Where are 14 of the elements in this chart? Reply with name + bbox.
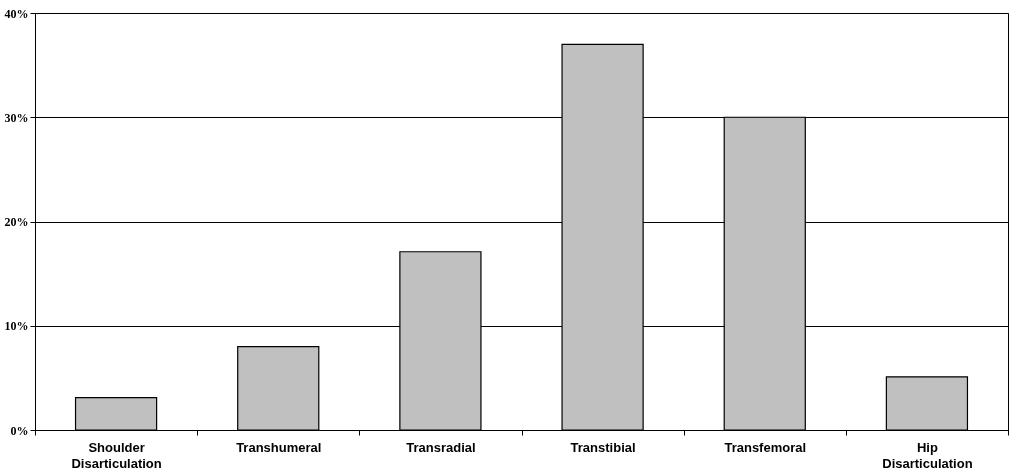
x-tick-label: Transfemoral (724, 439, 807, 455)
x-tick-label: Transradial (406, 439, 476, 455)
bar (74, 397, 158, 431)
y-tick-label: 10% (4, 319, 29, 334)
x-tick-label: Transhumeral (236, 439, 322, 455)
x-tick-label: Hip Disarticulation (882, 439, 973, 471)
bar (885, 376, 969, 431)
x-tick-label: Shoulder Disarticulation (71, 439, 162, 471)
y-tick-label: 0% (10, 423, 29, 438)
y-tick-label: 30% (4, 110, 29, 125)
bar (237, 346, 320, 431)
x-tick-label: Transtibial (570, 439, 636, 455)
y-tick-label: 40% (4, 6, 29, 21)
y-tick-label: 20% (4, 215, 29, 229)
